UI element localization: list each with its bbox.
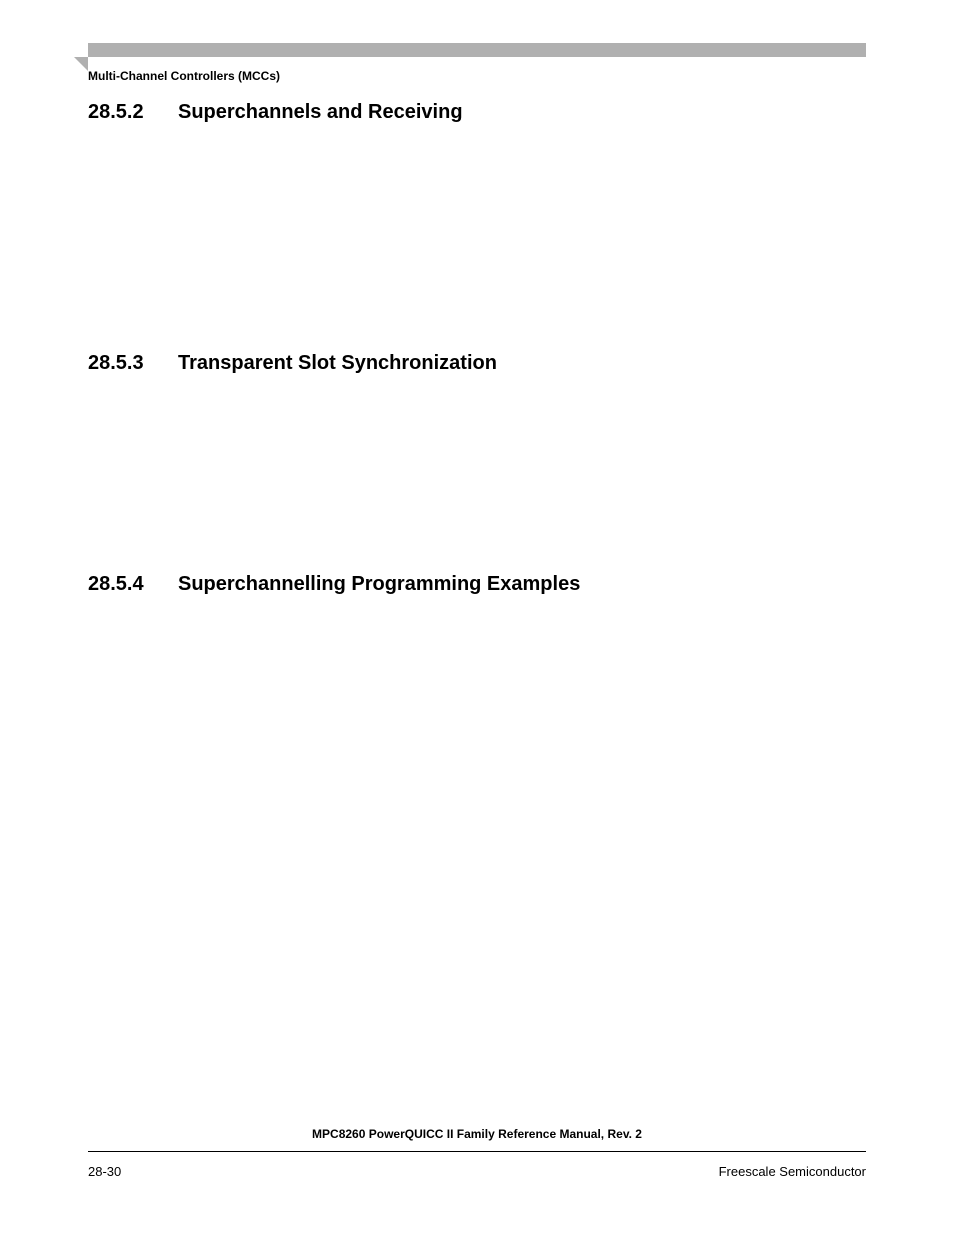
document-page: Multi-Channel Controllers (MCCs) 28.5.2 … [0,0,954,1235]
chapter-label: Multi-Channel Controllers (MCCs) [88,69,866,83]
section-number: 28.5.2 [88,101,178,124]
footer-divider [88,1151,866,1152]
footer-row: 28-30 Freescale Semiconductor [88,1164,866,1179]
section-title: Transparent Slot Synchronization [178,352,497,375]
footer-company: Freescale Semiconductor [719,1164,866,1179]
section-heading: 28.5.4 Superchannelling Programming Exam… [88,573,866,596]
section-body-spacer [88,403,866,573]
section-title: Superchannels and Receiving [178,101,463,124]
section-heading: 28.5.2 Superchannels and Receiving [88,101,866,124]
header-bar [88,43,866,57]
section-number: 28.5.4 [88,573,178,596]
page-footer: MPC8260 PowerQUICC II Family Reference M… [88,1127,866,1179]
section-number: 28.5.3 [88,352,178,375]
section-body-spacer [88,152,866,352]
section-title: Superchannelling Programming Examples [178,573,580,596]
footer-manual-title: MPC8260 PowerQUICC II Family Reference M… [88,1127,866,1141]
section-heading: 28.5.3 Transparent Slot Synchronization [88,352,866,375]
footer-page-number: 28-30 [88,1164,121,1179]
